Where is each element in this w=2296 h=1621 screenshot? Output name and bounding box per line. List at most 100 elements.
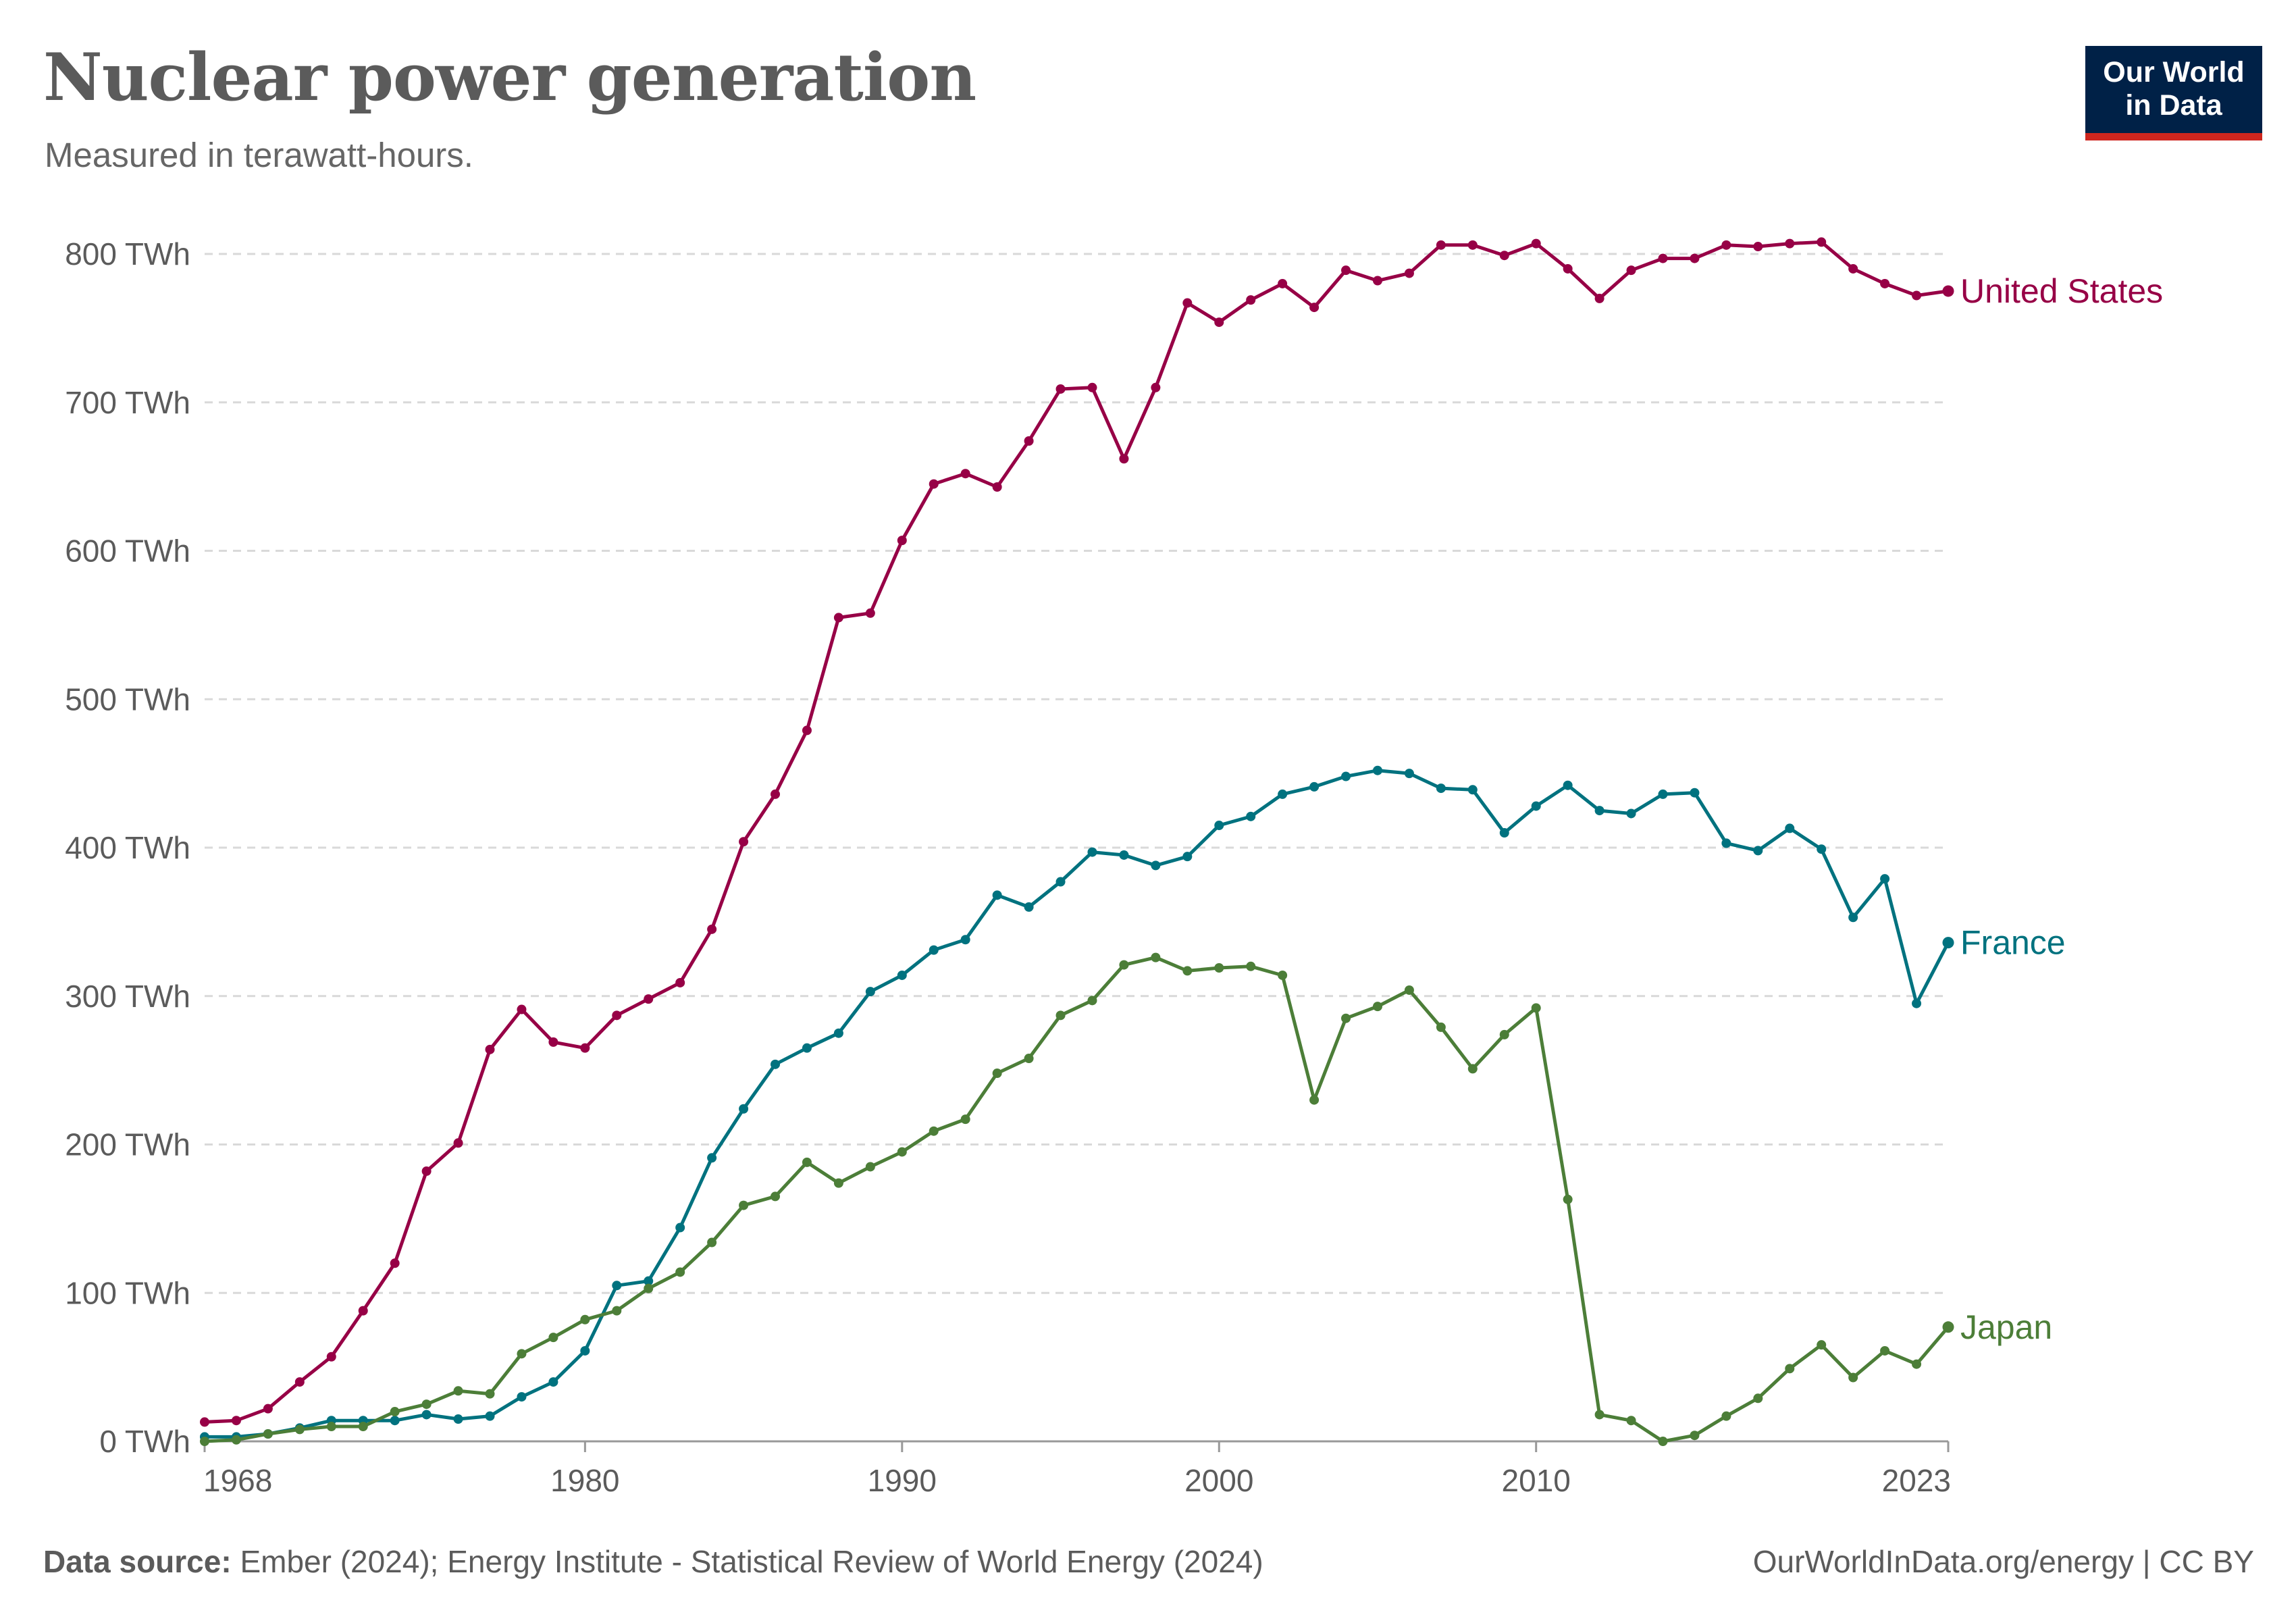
data-point-france [1531, 801, 1541, 811]
data-point-japan [390, 1407, 400, 1417]
data-point-united-states [1278, 278, 1288, 288]
data-point-japan [263, 1429, 273, 1439]
data-point-japan [1942, 1321, 1954, 1333]
data-point-japan [485, 1389, 495, 1399]
data-point-united-states [771, 789, 781, 799]
data-point-united-states [1721, 240, 1731, 250]
data-point-united-states [1087, 382, 1097, 392]
x-tick-label: 1980 [550, 1463, 619, 1498]
data-point-japan [294, 1424, 305, 1435]
y-tick-label: 700 TWh [65, 385, 190, 420]
data-point-united-states [1436, 240, 1446, 250]
data-point-united-states [1119, 454, 1129, 464]
chart-title: Nuclear power generation [43, 39, 976, 115]
data-point-japan [929, 1126, 939, 1136]
data-point-united-states [1372, 276, 1382, 286]
data-point-france [1499, 828, 1509, 838]
series-line-france [203, 769, 1950, 1439]
data-point-japan [1658, 1437, 1668, 1446]
gridlines [205, 253, 1948, 1294]
data-point-united-states [707, 924, 717, 934]
data-point-united-states [1563, 263, 1573, 274]
data-point-france [1278, 789, 1288, 799]
data-point-france [1912, 998, 1922, 1008]
data-point-japan [548, 1333, 558, 1343]
data-point-japan [1087, 996, 1097, 1006]
data-point-france [1658, 789, 1668, 799]
data-point-united-states [1214, 317, 1224, 328]
data-point-united-states [294, 1377, 305, 1387]
data-point-united-states [1594, 293, 1604, 303]
data-point-japan [1912, 1359, 1922, 1369]
data-source-label: Data source: [43, 1544, 232, 1579]
data-point-japan [1119, 960, 1129, 970]
data-point-france [992, 890, 1002, 900]
data-point-united-states [517, 1004, 527, 1014]
data-point-france [1182, 852, 1193, 862]
data-point-japan [992, 1069, 1002, 1079]
data-point-france [1942, 937, 1954, 949]
data-point-france [612, 1281, 622, 1291]
data-point-united-states [1309, 303, 1320, 313]
data-point-japan [1024, 1054, 1034, 1064]
data-point-france [1404, 769, 1414, 779]
data-point-france [1055, 877, 1066, 887]
data-point-united-states [675, 977, 685, 987]
series-france [200, 765, 1954, 1442]
data-point-japan [453, 1386, 463, 1396]
data-point-japan [1055, 1010, 1066, 1021]
data-point-japan [771, 1191, 781, 1202]
data-point-united-states [1817, 237, 1827, 247]
series-label-united-states: United States [1960, 272, 2163, 310]
data-point-united-states [231, 1416, 241, 1426]
data-point-france [833, 1028, 843, 1038]
data-point-japan [644, 1283, 654, 1293]
data-point-united-states [548, 1037, 558, 1047]
data-point-japan [1499, 1029, 1509, 1039]
data-point-japan [200, 1437, 209, 1446]
data-point-france [1309, 781, 1320, 792]
data-point-japan [1594, 1410, 1604, 1420]
logo-line-2: in Data [2125, 89, 2222, 122]
x-tick-label: 2000 [1184, 1463, 1253, 1498]
logo-line-1: Our World [2103, 56, 2245, 88]
data-point-japan [865, 1162, 875, 1172]
y-tick-label: 500 TWh [65, 681, 190, 717]
data-point-united-states [1404, 268, 1414, 278]
y-tick-label: 200 TWh [65, 1127, 190, 1162]
data-point-united-states [1024, 436, 1034, 446]
data-point-japan [1467, 1064, 1478, 1074]
data-point-japan [1404, 985, 1414, 995]
owid-logo[interactable]: Our World in Data [2085, 46, 2262, 140]
data-point-france [580, 1345, 590, 1356]
data-point-japan [897, 1147, 907, 1157]
data-point-united-states [612, 1010, 622, 1021]
data-point-france [1214, 821, 1224, 831]
data-point-japan [326, 1422, 336, 1432]
source-url-license[interactable]: OurWorldInData.org/energy | CC BY [1752, 1544, 2254, 1579]
y-tick-label: 600 TWh [65, 534, 190, 569]
data-point-united-states [833, 613, 843, 623]
data-point-japan [517, 1349, 527, 1359]
x-tick-label: 2010 [1502, 1463, 1571, 1498]
data-point-united-states [960, 469, 970, 479]
data-point-france [485, 1411, 495, 1421]
data-point-france [1119, 850, 1129, 860]
data-point-france [1785, 823, 1795, 833]
data-point-france [644, 1276, 654, 1286]
data-point-france [1690, 788, 1700, 798]
data-point-france [1467, 785, 1478, 795]
data-point-japan [1785, 1364, 1795, 1374]
data-point-japan [1690, 1431, 1700, 1441]
y-tick-label: 0 TWh [99, 1424, 190, 1459]
data-point-france [453, 1414, 463, 1424]
data-source-text: Ember (2024); Energy Institute - Statist… [240, 1544, 1263, 1579]
data-point-japan [1151, 952, 1161, 962]
data-point-united-states [390, 1258, 400, 1268]
series-line-japan [203, 956, 1950, 1443]
data-point-japan [612, 1306, 622, 1316]
y-axis-ticks: 0 TWh 100 TWh 200 TWh 300 TWh 400 TWh 500 TWh… [65, 236, 190, 1459]
data-point-united-states [485, 1044, 495, 1054]
data-point-france [897, 970, 907, 980]
